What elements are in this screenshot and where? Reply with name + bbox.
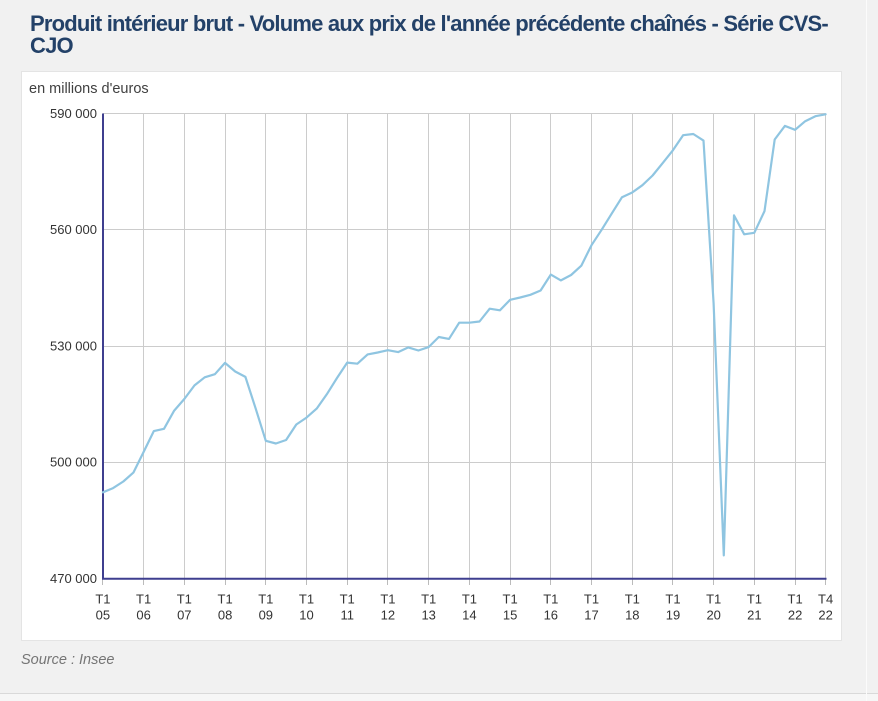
svg-text:470 000: 470 000 — [50, 571, 97, 586]
svg-text:T1: T1 — [421, 592, 436, 607]
svg-text:T1: T1 — [258, 592, 273, 607]
svg-text:17: 17 — [584, 608, 598, 623]
svg-text:T1: T1 — [747, 592, 762, 607]
svg-text:21: 21 — [747, 608, 761, 623]
svg-text:15: 15 — [503, 608, 517, 623]
svg-text:T1: T1 — [136, 592, 151, 607]
svg-text:T4: T4 — [818, 592, 833, 607]
svg-text:560 000: 560 000 — [50, 222, 97, 237]
svg-text:06: 06 — [136, 608, 150, 623]
svg-text:08: 08 — [218, 608, 232, 623]
svg-text:T1: T1 — [380, 592, 395, 607]
svg-text:13: 13 — [421, 608, 435, 623]
svg-text:T1: T1 — [706, 592, 721, 607]
svg-text:T1: T1 — [503, 592, 518, 607]
svg-text:T1: T1 — [788, 592, 803, 607]
svg-text:500 000: 500 000 — [50, 455, 97, 470]
svg-text:T1: T1 — [665, 592, 680, 607]
svg-text:T1: T1 — [625, 592, 640, 607]
svg-text:18: 18 — [625, 608, 639, 623]
svg-text:14: 14 — [462, 608, 476, 623]
svg-text:T1: T1 — [95, 592, 110, 607]
svg-text:20: 20 — [706, 608, 720, 623]
svg-text:11: 11 — [340, 608, 354, 623]
svg-text:T1: T1 — [218, 592, 233, 607]
svg-text:22: 22 — [818, 608, 832, 623]
svg-text:22: 22 — [788, 608, 802, 623]
svg-text:10: 10 — [299, 608, 313, 623]
svg-text:530 000: 530 000 — [50, 338, 97, 353]
svg-text:19: 19 — [666, 608, 680, 623]
svg-text:T1: T1 — [462, 592, 477, 607]
svg-text:16: 16 — [544, 608, 558, 623]
svg-text:09: 09 — [259, 608, 273, 623]
svg-text:T1: T1 — [177, 592, 192, 607]
svg-text:05: 05 — [96, 608, 110, 623]
svg-text:T1: T1 — [543, 592, 558, 607]
svg-text:07: 07 — [177, 608, 191, 623]
svg-text:T1: T1 — [584, 592, 599, 607]
svg-text:12: 12 — [381, 608, 395, 623]
svg-text:T1: T1 — [340, 592, 355, 607]
svg-text:T1: T1 — [299, 592, 314, 607]
svg-text:590 000: 590 000 — [50, 106, 97, 121]
